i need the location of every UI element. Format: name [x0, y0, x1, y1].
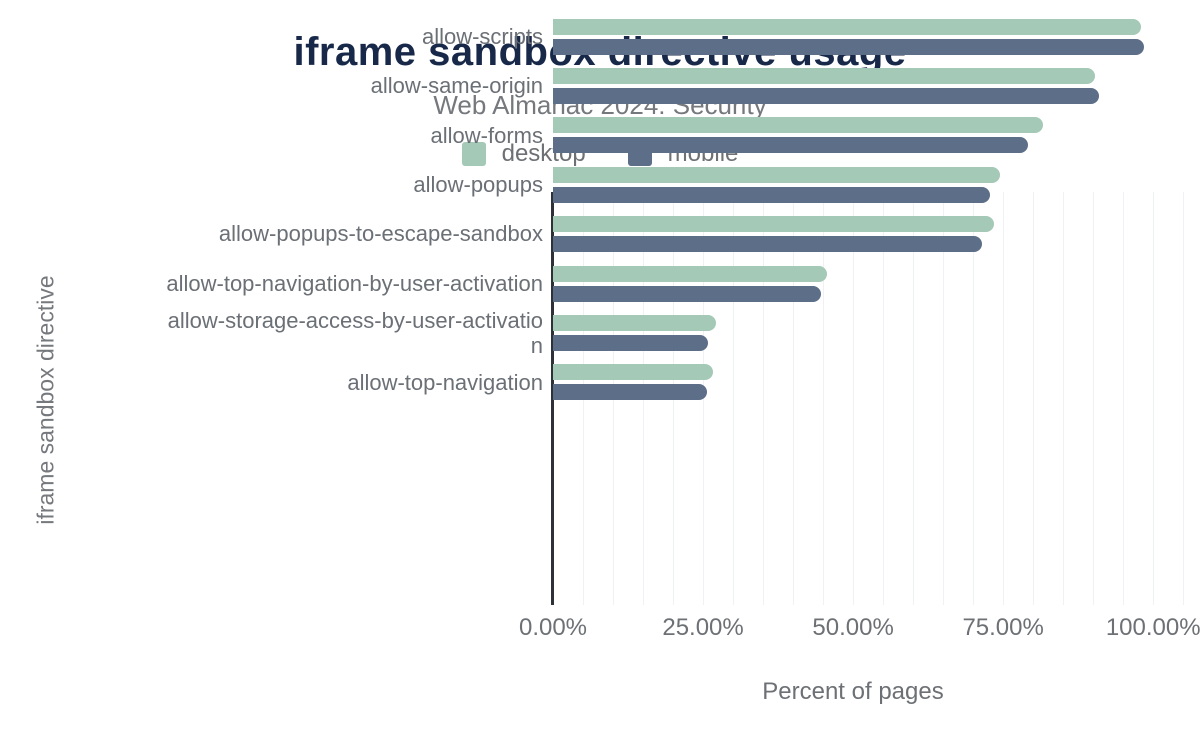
- bar-mobile-allow-popups-to-escape-sandbox[interactable]: [553, 236, 983, 253]
- bar-desktop-allow-top-navigation[interactable]: [553, 364, 714, 381]
- bar-desktop-allow-scripts[interactable]: [553, 18, 1141, 35]
- category-axis-labels: allow-scripts allow-same-origin allow-form…: [20, 0, 543, 413]
- category-label-line: allow-storage-access-by-user-activatio: [167, 307, 543, 333]
- bar-groups: [553, 0, 1185, 413]
- bar-desktop-allow-popups-to-escape-sandbox[interactable]: [553, 216, 994, 233]
- category-label-allow-same-origin: allow-same-origin: [20, 61, 543, 110]
- gridline-35pct: [763, 192, 765, 605]
- bar-group-allow-top-navigation: [553, 358, 1185, 407]
- category-label-line: allow-forms: [430, 122, 543, 148]
- bar-mobile-allow-forms[interactable]: [553, 137, 1028, 154]
- plot-area: [551, 192, 1185, 605]
- bar-group-allow-top-navigation-by-user-activation: [553, 259, 1185, 308]
- x-tick-100pct: 100.00%: [1105, 614, 1200, 641]
- x-tick-75pct: 75.00%: [962, 614, 1044, 641]
- category-label-allow-top-navigation: allow-top-navigation: [20, 358, 543, 407]
- x-axis-title: Percent of pages: [762, 678, 944, 705]
- category-label-allow-forms: allow-forms: [20, 111, 543, 160]
- category-label-allow-top-navigation-by-user-activation: allow-top-navigation-by-user-activation: [20, 258, 543, 307]
- bar-group-allow-scripts: [553, 12, 1185, 61]
- legend-swatch-desktop: [461, 142, 486, 166]
- bar-mobile-allow-top-navigation[interactable]: [553, 384, 707, 401]
- gridline-30pct: [733, 192, 735, 605]
- bar-mobile-allow-top-navigation-by-user-activation[interactable]: [553, 285, 821, 302]
- x-tick-50pct: 50.00%: [812, 614, 894, 641]
- category-label-line: allow-popups: [413, 171, 543, 197]
- category-label-allow-storage-access-by-user-activation: allow-storage-access-by-user-activatio n: [20, 308, 543, 358]
- bar-desktop-allow-same-origin[interactable]: [553, 68, 1095, 85]
- bar-mobile-allow-same-origin[interactable]: [553, 88, 1099, 105]
- gridline-55pct: [883, 192, 885, 605]
- bar-group-allow-storage-access-by-user-activation: [553, 308, 1185, 357]
- gridline-95pct: [1123, 192, 1125, 605]
- gridline-40pct: [793, 192, 795, 605]
- gridline-45pct: [823, 192, 825, 605]
- category-label-line: allow-scripts: [421, 24, 543, 50]
- bar-mobile-allow-popups[interactable]: [553, 186, 990, 203]
- gridline-105pct: [1183, 192, 1185, 605]
- category-label-line: allow-top-navigation: [347, 369, 543, 395]
- gridline-75pct: [1003, 192, 1005, 605]
- gridline-50pct: [853, 192, 855, 605]
- category-label-line: allow-same-origin: [370, 73, 543, 99]
- bar-group-allow-same-origin: [553, 61, 1185, 110]
- bar-mobile-allow-storage-access-by-user-activation[interactable]: [553, 334, 709, 351]
- gridline-85pct: [1063, 192, 1065, 605]
- bar-desktop-allow-top-navigation-by-user-activation[interactable]: [553, 265, 828, 282]
- bar-desktop-allow-storage-access-by-user-activation[interactable]: [553, 314, 716, 331]
- x-tick-0pct: 0.00%: [518, 614, 588, 641]
- gridline-70pct: [973, 192, 975, 605]
- category-label-line: allow-top-navigation-by-user-activation: [166, 270, 543, 296]
- category-label-allow-popups: allow-popups: [20, 160, 543, 209]
- y-axis-line: [551, 192, 554, 605]
- bar-mobile-allow-scripts[interactable]: [553, 38, 1144, 55]
- category-label-allow-scripts: allow-scripts: [20, 12, 543, 61]
- category-label-line: n: [530, 332, 543, 358]
- gridline-65pct: [943, 192, 945, 605]
- category-label-allow-popups-to-escape-sandbox: allow-popups-to-escape-sandbox: [20, 209, 543, 258]
- bar-desktop-allow-forms[interactable]: [553, 117, 1043, 134]
- gridline-90pct: [1093, 192, 1095, 605]
- bar-desktop-allow-popups[interactable]: [553, 166, 1000, 183]
- bar-group-allow-popups: [553, 160, 1185, 209]
- gridline-100pct: [1153, 192, 1155, 605]
- bar-group-allow-popups-to-escape-sandbox: [553, 210, 1185, 259]
- gridline-60pct: [913, 192, 915, 605]
- bar-group-allow-forms: [553, 111, 1185, 160]
- gridline-80pct: [1033, 192, 1035, 605]
- category-label-line: allow-popups-to-escape-sandbox: [218, 221, 543, 247]
- x-tick-25pct: 25.00%: [662, 614, 744, 641]
